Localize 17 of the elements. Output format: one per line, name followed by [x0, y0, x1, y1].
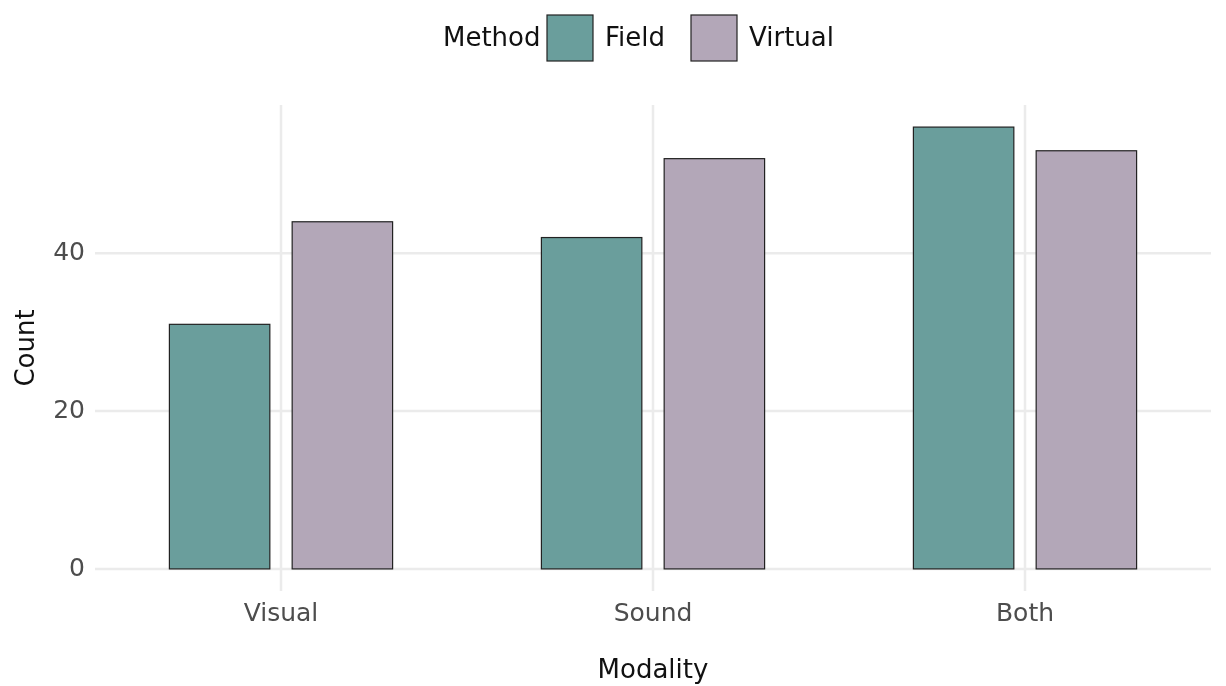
bar: [912, 126, 1015, 570]
y-tick-label: 20: [53, 395, 85, 425]
y-axis-title: Count: [10, 309, 40, 387]
y-tick-label: 40: [53, 237, 85, 267]
legend-label: Field: [605, 21, 666, 52]
x-tick-label: Sound: [613, 598, 693, 627]
bar: [291, 221, 394, 570]
bar: [663, 158, 766, 570]
bar: [168, 323, 271, 570]
x-axis-title: Modality: [597, 654, 709, 684]
bar: [540, 236, 643, 570]
y-tick-label: 0: [69, 552, 85, 582]
x-tick-label: Both: [995, 598, 1055, 627]
legend-title: Method: [443, 21, 541, 52]
legend-label: Virtual: [749, 21, 834, 52]
bar: [1035, 150, 1138, 570]
x-tick-label: Visual: [243, 598, 319, 627]
